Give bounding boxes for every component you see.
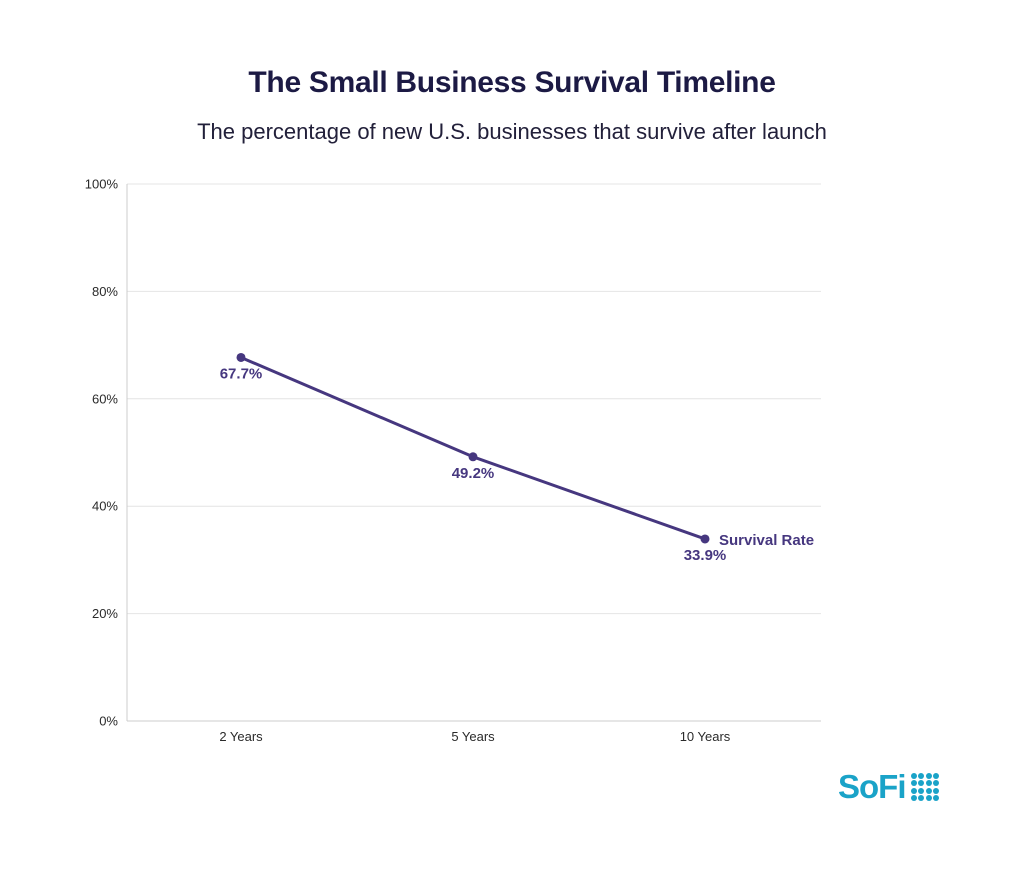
x-axis-ticks: 2 Years 5 Years 10 Years: [219, 729, 730, 744]
x-tick-label: 5 Years: [451, 729, 495, 744]
data-label: 33.9%: [684, 547, 727, 564]
x-tick-label: 2 Years: [219, 729, 263, 744]
data-label: 49.2%: [452, 465, 495, 482]
y-tick-label: 80%: [92, 284, 118, 299]
data-label: 67.7%: [220, 365, 263, 382]
y-tick-label: 100%: [85, 177, 119, 192]
series-line-group: [236, 352, 710, 544]
data-point: [700, 534, 710, 544]
data-point: [468, 452, 478, 462]
data-labels: 67.7% 49.2% 33.9%Survival Rate: [220, 365, 814, 564]
series-line: [240, 356, 706, 541]
y-tick-label: 40%: [92, 499, 118, 514]
gridlines: [126, 183, 821, 722]
sofi-dots-icon: [910, 772, 939, 802]
y-tick-label: 20%: [92, 606, 118, 621]
y-tick-label: 0%: [99, 714, 118, 729]
data-point: [236, 352, 246, 362]
y-axis-ticks: 0% 20% 40% 60% 80% 100%: [85, 177, 119, 729]
y-tick-label: 60%: [92, 391, 118, 406]
series-name-label: Survival Rate: [719, 532, 814, 549]
sofi-logo-text: SoFi: [838, 768, 906, 805]
x-tick-label: 10 Years: [680, 729, 731, 744]
chart-title: The Small Business Survival Timeline: [248, 66, 776, 99]
sofi-logo: SoFi: [838, 770, 939, 804]
chart-subtitle: The percentage of new U.S. businesses th…: [197, 119, 827, 144]
